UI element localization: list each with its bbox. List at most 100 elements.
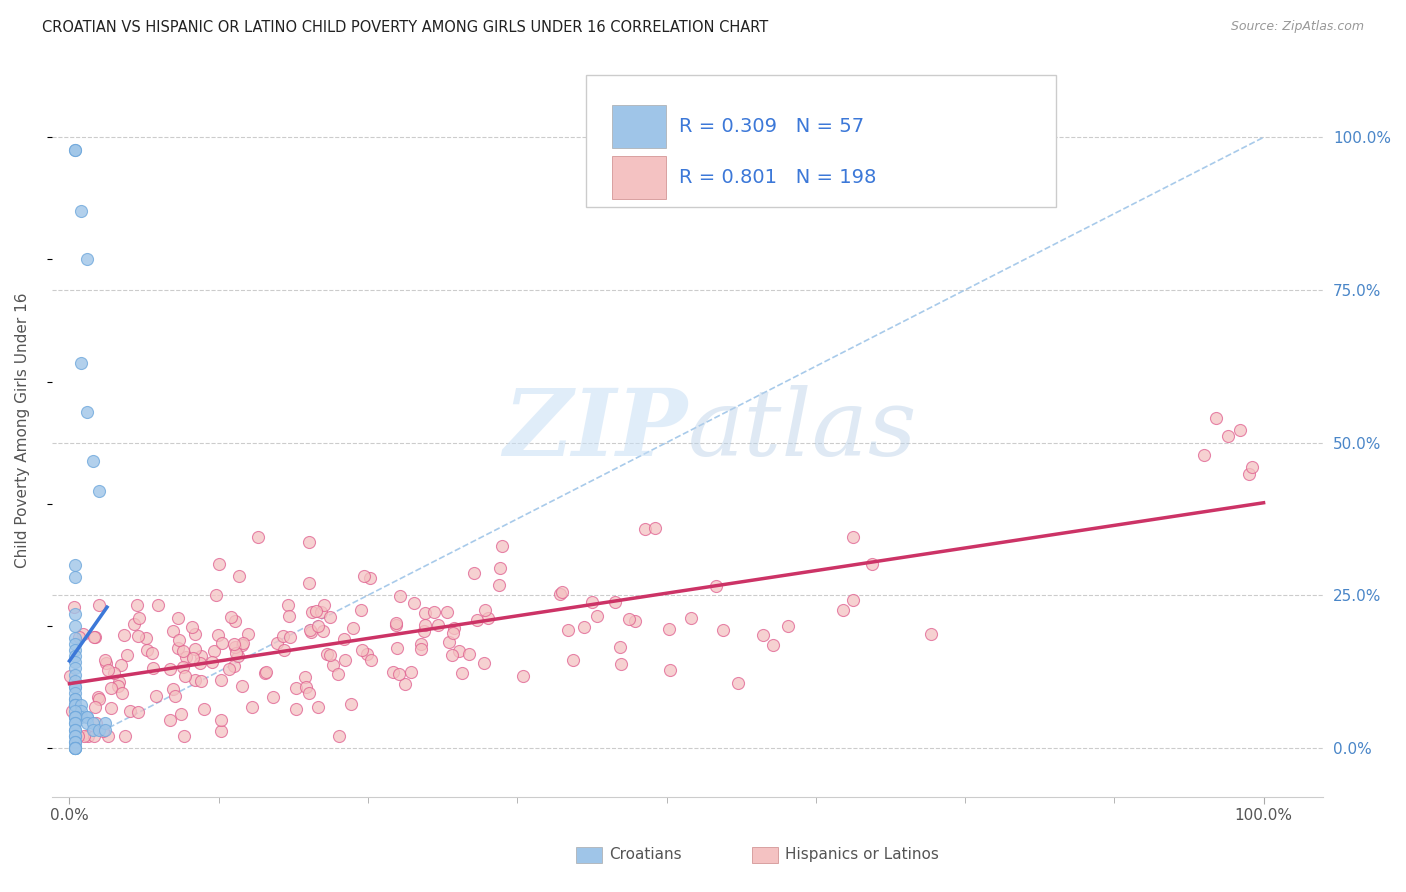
Point (209, 713, 232, 727)
Point (65, 680, 87, 694)
Point (91, 724, 114, 739)
Point (415, 607, 437, 621)
Point (162, 681, 184, 696)
Point (359, 571, 381, 585)
Point (141, 646, 163, 660)
Point (65, 631, 87, 645)
Text: R = 0.801   N = 198: R = 0.801 N = 198 (679, 168, 876, 187)
Point (711, 623, 734, 637)
Point (65, 735, 87, 749)
Point (87, 690, 110, 704)
Point (159, 713, 181, 727)
Point (59, 669, 82, 683)
Point (413, 617, 436, 632)
Point (145, 689, 167, 703)
Point (65, 698, 87, 712)
Point (65, 692, 87, 706)
Point (609, 640, 631, 655)
Point (65, 698, 87, 712)
Point (65, 729, 87, 743)
Point (332, 632, 354, 647)
Point (70, 704, 93, 718)
Point (920, 627, 942, 641)
Point (246, 530, 269, 544)
Point (832, 603, 855, 617)
Point (65, 656, 87, 670)
Point (181, 651, 204, 665)
Point (100, 701, 122, 715)
Point (399, 665, 422, 679)
Point (586, 609, 609, 624)
Point (231, 638, 253, 652)
Point (65, 618, 87, 632)
Point (266, 636, 288, 650)
Point (335, 653, 357, 667)
Point (173, 729, 195, 743)
Point (108, 674, 131, 689)
Point (65, 698, 87, 712)
Point (285, 702, 308, 716)
Point (298, 624, 321, 638)
Point (193, 701, 215, 715)
Point (209, 673, 232, 688)
Point (65, 637, 87, 651)
Point (76, 729, 98, 743)
Point (860, 557, 883, 571)
Point (60, 704, 83, 718)
Point (307, 619, 329, 633)
Point (617, 611, 640, 625)
Point (89, 484, 111, 499)
Point (65, 673, 87, 688)
Point (316, 647, 339, 661)
Point (127, 706, 149, 720)
Point (89, 691, 111, 706)
Point (727, 676, 749, 690)
Point (65, 710, 87, 724)
Point (65, 740, 87, 755)
Point (385, 615, 408, 630)
Point (842, 593, 865, 607)
Point (65, 558, 87, 572)
Point (658, 622, 681, 636)
Point (94, 723, 117, 737)
Point (603, 595, 626, 609)
Point (65, 740, 87, 755)
Point (65, 740, 87, 755)
Point (142, 661, 165, 675)
Point (224, 640, 246, 654)
Point (224, 637, 246, 651)
Point (111, 686, 134, 700)
Point (644, 521, 666, 535)
FancyBboxPatch shape (586, 75, 1056, 207)
Point (704, 579, 727, 593)
Point (277, 609, 299, 624)
Point (128, 611, 150, 625)
Point (97, 663, 120, 677)
Point (277, 598, 299, 612)
Point (84, 630, 107, 644)
Point (207, 628, 229, 642)
Point (436, 605, 458, 619)
Point (623, 614, 645, 628)
Point (557, 623, 579, 637)
Point (298, 686, 321, 700)
Point (1237, 467, 1260, 482)
Point (299, 625, 322, 640)
Point (342, 621, 364, 635)
Point (209, 724, 232, 739)
Point (472, 656, 495, 670)
Point (65, 698, 87, 712)
Point (201, 655, 224, 669)
Point (426, 618, 449, 632)
Point (284, 681, 307, 695)
Point (172, 659, 194, 673)
Point (65, 710, 87, 724)
Point (551, 585, 574, 599)
Point (474, 603, 496, 617)
Point (70, 710, 93, 724)
Point (107, 679, 129, 693)
Point (97, 729, 120, 743)
Point (135, 642, 157, 657)
Point (67, 729, 90, 743)
Point (314, 598, 336, 612)
